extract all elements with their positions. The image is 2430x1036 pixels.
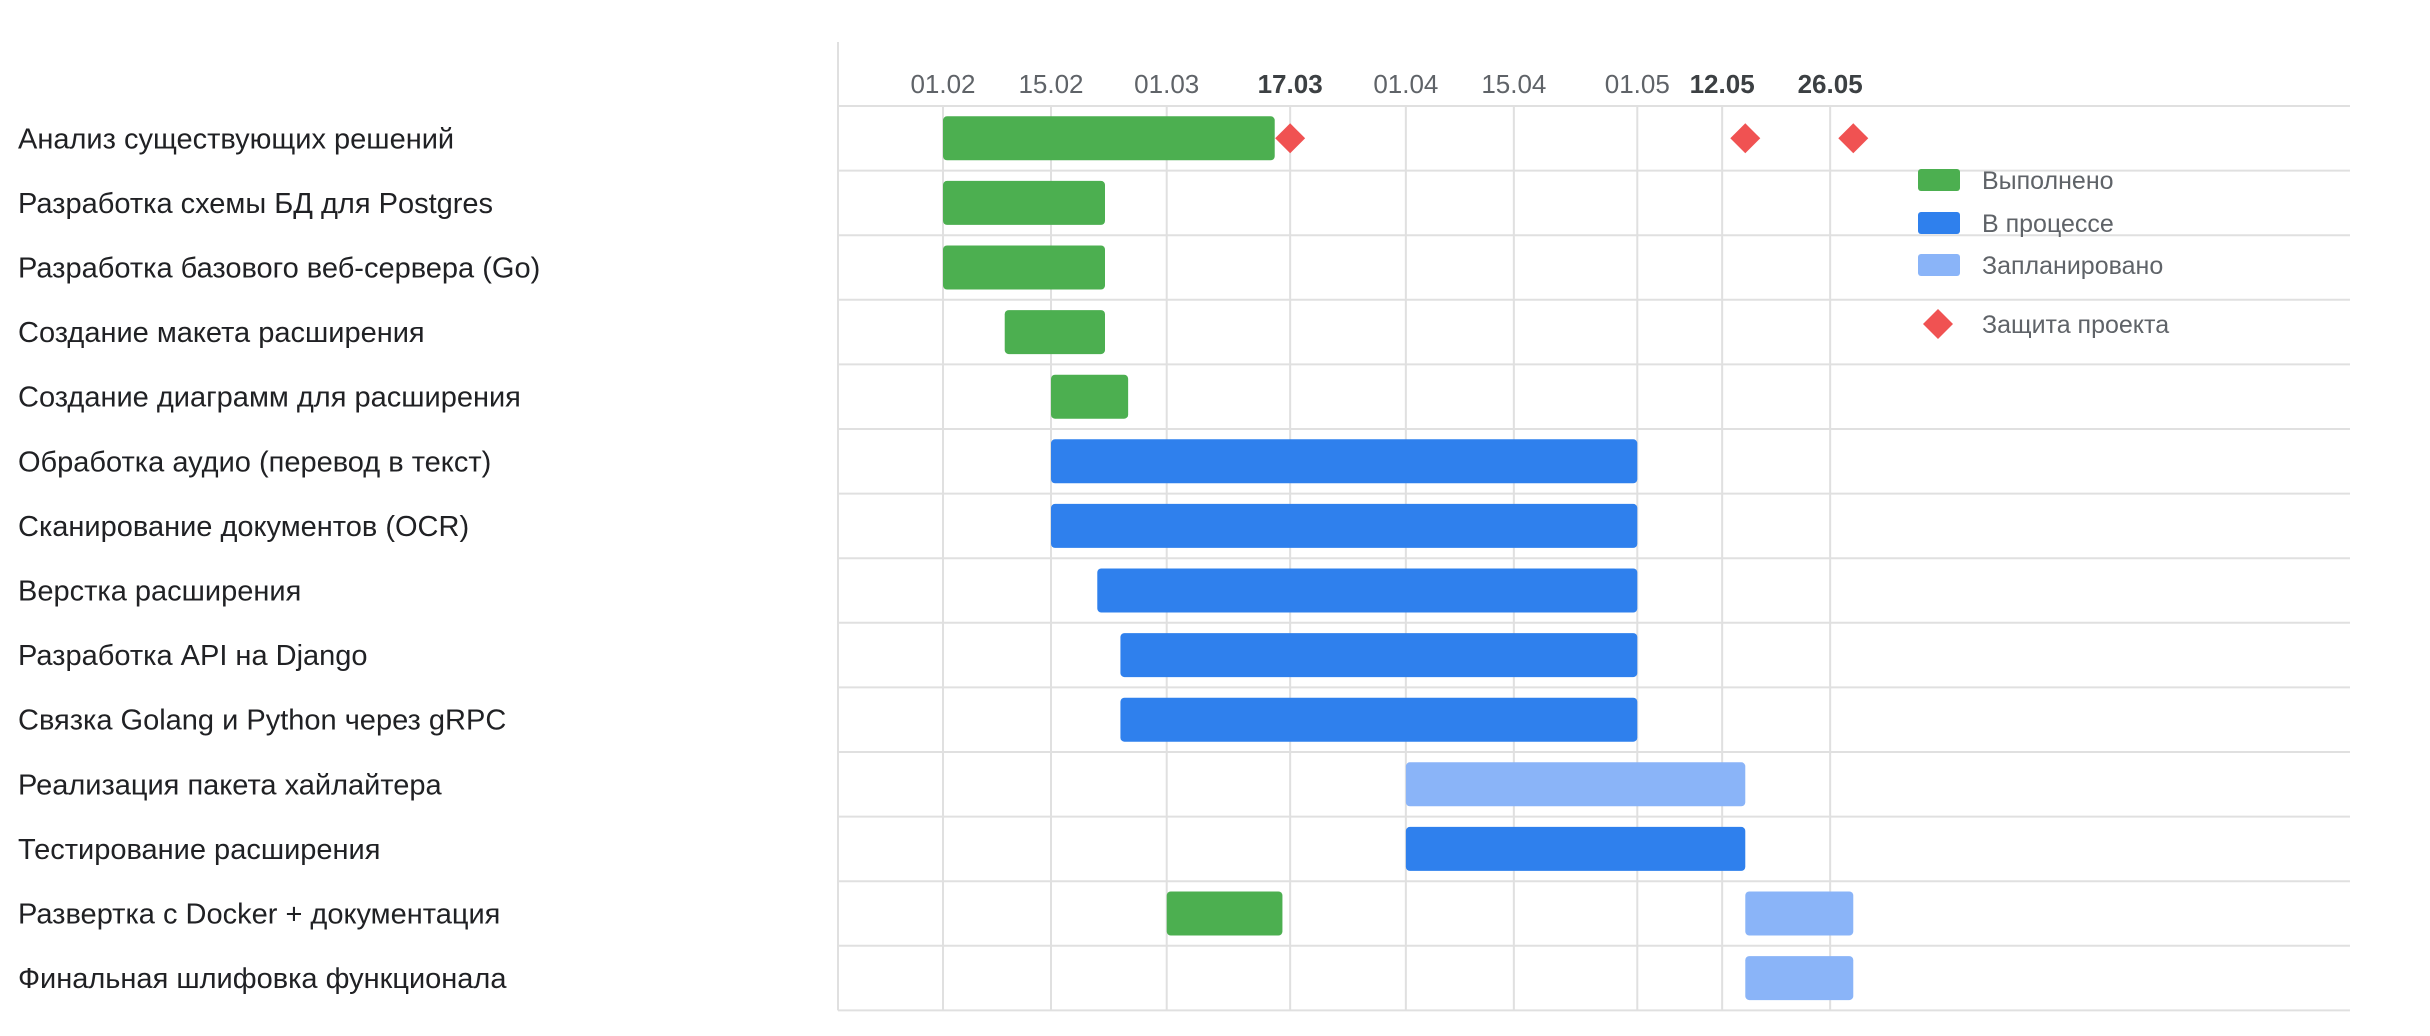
task-bar-in-progress[interactable]	[1120, 697, 1638, 742]
task-label: Реализация пакета хайлайтера	[18, 769, 443, 801]
task-bar-in-progress[interactable]	[1097, 568, 1638, 613]
task-label: Обработка аудио (перевод в текст)	[18, 446, 491, 478]
x-tick-label: 12.05	[1690, 69, 1755, 99]
task-label: Создание диаграмм для расширения	[18, 382, 521, 414]
task-bar-in-progress[interactable]	[1405, 826, 1746, 871]
task-bar-in-progress[interactable]	[1120, 633, 1638, 678]
task-bar-done[interactable]	[943, 180, 1105, 225]
x-tick-label: 26.05	[1798, 69, 1863, 99]
task-label: Развертка с Docker + документация	[18, 899, 500, 931]
x-axis-ticks: 01.02 15.02 01.03 17.03 01.04 15.04 01.05 12.05…	[910, 69, 1862, 99]
legend-swatch-in-progress	[1918, 212, 1960, 234]
task-label: Финальная шлифовка функционала	[18, 963, 507, 995]
milestone-diamond[interactable]	[1838, 123, 1869, 154]
x-tick-label: 15.02	[1018, 69, 1083, 99]
task-label: Анализ существующих решений	[18, 123, 454, 155]
task-label: Создание макета расширения	[18, 317, 425, 349]
task-bar-done[interactable]	[1004, 310, 1105, 355]
x-tick-label: 01.03	[1134, 69, 1199, 99]
legend-label: В процессе	[1982, 210, 2114, 238]
legend-swatch-milestone	[1923, 309, 1953, 339]
task-label: Тестирование расширения	[18, 834, 380, 866]
x-tick-label: 01.04	[1373, 69, 1438, 99]
task-bars	[943, 116, 1854, 1001]
legend-label: Защита проекта	[1982, 311, 2169, 339]
task-labels: Анализ существующих решений Разработка сх…	[18, 123, 540, 995]
task-bar-done[interactable]	[1051, 374, 1129, 419]
x-tick-label: 17.03	[1258, 69, 1323, 99]
x-tick-label: 15.04	[1481, 69, 1546, 99]
legend-swatch-done	[1918, 169, 1960, 191]
task-label: Связка Golang и Python через gRPC	[18, 705, 506, 737]
task-bar-planned[interactable]	[1745, 956, 1854, 1001]
task-label: Разработка API на Django	[18, 640, 368, 672]
task-bar-in-progress[interactable]	[1051, 439, 1638, 484]
x-tick-label: 01.05	[1605, 69, 1670, 99]
milestones	[1275, 123, 1869, 154]
x-tick-label: 01.02	[910, 69, 975, 99]
milestone-diamond[interactable]	[1275, 123, 1306, 154]
task-label: Разработка схемы БД для Postgres	[18, 188, 493, 220]
legend-label: Выполнено	[1982, 167, 2114, 195]
task-bar-in-progress[interactable]	[1051, 503, 1638, 548]
task-label: Разработка базового веб-сервера (Go)	[18, 253, 540, 285]
milestone-diamond[interactable]	[1730, 123, 1761, 154]
task-bar-done[interactable]	[943, 116, 1275, 161]
task-label: Верстка расширения	[18, 576, 301, 608]
legend-label: Запланировано	[1982, 252, 2163, 280]
task-label: Сканирование документов (OCR)	[18, 511, 469, 543]
task-bar-planned[interactable]	[1405, 762, 1746, 807]
task-bar-planned[interactable]	[1745, 891, 1854, 936]
legend-swatch-planned	[1918, 254, 1960, 276]
task-bar-done[interactable]	[1166, 891, 1283, 936]
task-bar-done[interactable]	[943, 245, 1105, 290]
legend: Выполнено В процессе Запланировано Защита п…	[1918, 167, 2169, 339]
